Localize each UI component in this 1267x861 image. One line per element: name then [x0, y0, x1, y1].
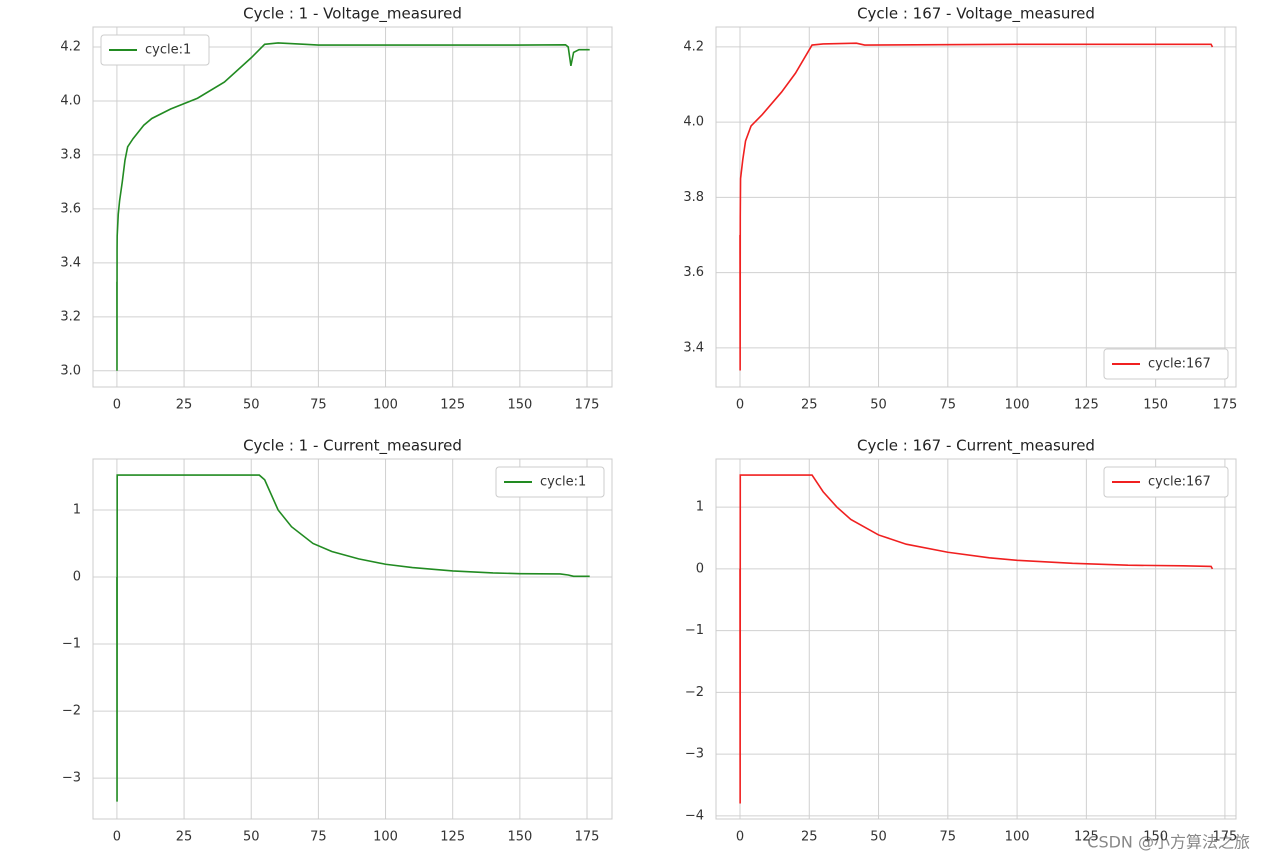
plot-frame	[92, 26, 613, 388]
x-tick-label: 100	[1005, 398, 1030, 413]
x-tick-label: 50	[243, 398, 260, 413]
x-tick-label: 150	[507, 398, 532, 413]
x-tick-label: 100	[1005, 830, 1030, 845]
y-tick-label: 4.2	[60, 39, 81, 54]
y-tick-label: 0	[73, 569, 81, 584]
legend-label: cycle:1	[145, 43, 191, 58]
x-tick-label: 150	[1143, 398, 1168, 413]
x-tick-label: 100	[373, 830, 398, 845]
y-tick-label: 3.8	[60, 147, 81, 162]
y-tick-label: 3.2	[60, 309, 81, 324]
x-tick-label: 150	[507, 830, 532, 845]
x-tick-label: 0	[113, 830, 121, 845]
legend-label: cycle:1	[540, 475, 586, 490]
legend-label: cycle:167	[1148, 475, 1211, 490]
x-tick-label: 175	[1213, 830, 1238, 845]
y-tick-label: −1	[62, 637, 81, 652]
y-tick-label: 4.0	[60, 93, 81, 108]
x-tick-label: 75	[310, 830, 327, 845]
x-tick-label: 50	[243, 830, 260, 845]
plot-frame	[715, 26, 1237, 388]
x-tick-label: 25	[801, 830, 818, 845]
y-tick-label: −3	[685, 747, 704, 762]
plot-frame	[715, 458, 1237, 820]
y-tick-label: −3	[62, 771, 81, 786]
x-tick-label: 125	[1074, 830, 1099, 845]
chart-title: Cycle : 1 - Current_measured	[243, 437, 462, 456]
y-tick-label: 3.0	[60, 363, 81, 378]
y-tick-label: 0	[696, 561, 704, 576]
watermark: CSDN @小方算法之旅	[1087, 833, 1250, 852]
y-tick-label: −1	[685, 623, 704, 638]
y-tick-label: 1	[696, 500, 704, 515]
legend-box	[1103, 348, 1229, 380]
y-tick-label: 4.2	[683, 39, 704, 54]
x-tick-label: 0	[736, 398, 744, 413]
x-tick-label: 75	[940, 830, 957, 845]
legend-box	[495, 466, 605, 498]
y-tick-label: −2	[685, 685, 704, 700]
x-tick-label: 25	[801, 398, 818, 413]
data-line	[116, 42, 590, 371]
data-line	[116, 474, 590, 802]
data-line	[739, 474, 1214, 804]
x-tick-label: 125	[440, 830, 465, 845]
x-tick-label: 150	[1143, 830, 1168, 845]
x-tick-label: 125	[1074, 398, 1099, 413]
data-line	[739, 42, 1214, 371]
x-tick-label: 0	[113, 398, 121, 413]
y-tick-label: 4.0	[683, 115, 704, 130]
y-tick-label: 3.4	[683, 340, 704, 355]
x-tick-label: 175	[1213, 398, 1238, 413]
x-tick-label: 0	[736, 830, 744, 845]
y-tick-label: 3.4	[60, 255, 81, 270]
x-tick-label: 100	[373, 398, 398, 413]
x-tick-label: 50	[870, 830, 887, 845]
x-tick-label: 25	[176, 830, 193, 845]
x-tick-label: 75	[310, 398, 327, 413]
legend-box	[1103, 466, 1229, 498]
chart-title: Cycle : 167 - Current_measured	[857, 437, 1095, 456]
x-tick-label: 125	[440, 398, 465, 413]
chart-title: Cycle : 167 - Voltage_measured	[857, 5, 1095, 24]
y-tick-label: 1	[73, 502, 81, 517]
x-tick-label: 25	[176, 398, 193, 413]
y-tick-label: 3.6	[683, 265, 704, 280]
chart-title: Cycle : 1 - Voltage_measured	[243, 5, 462, 24]
y-tick-label: 3.8	[683, 190, 704, 205]
x-tick-label: 175	[575, 830, 600, 845]
y-tick-label: 3.6	[60, 201, 81, 216]
plot-frame	[92, 458, 613, 820]
x-tick-label: 175	[575, 398, 600, 413]
legend-label: cycle:167	[1148, 357, 1211, 372]
x-tick-label: 50	[870, 398, 887, 413]
x-tick-label: 75	[940, 398, 957, 413]
y-tick-label: −4	[685, 808, 704, 823]
y-tick-label: −2	[62, 704, 81, 719]
legend-box	[100, 34, 210, 66]
